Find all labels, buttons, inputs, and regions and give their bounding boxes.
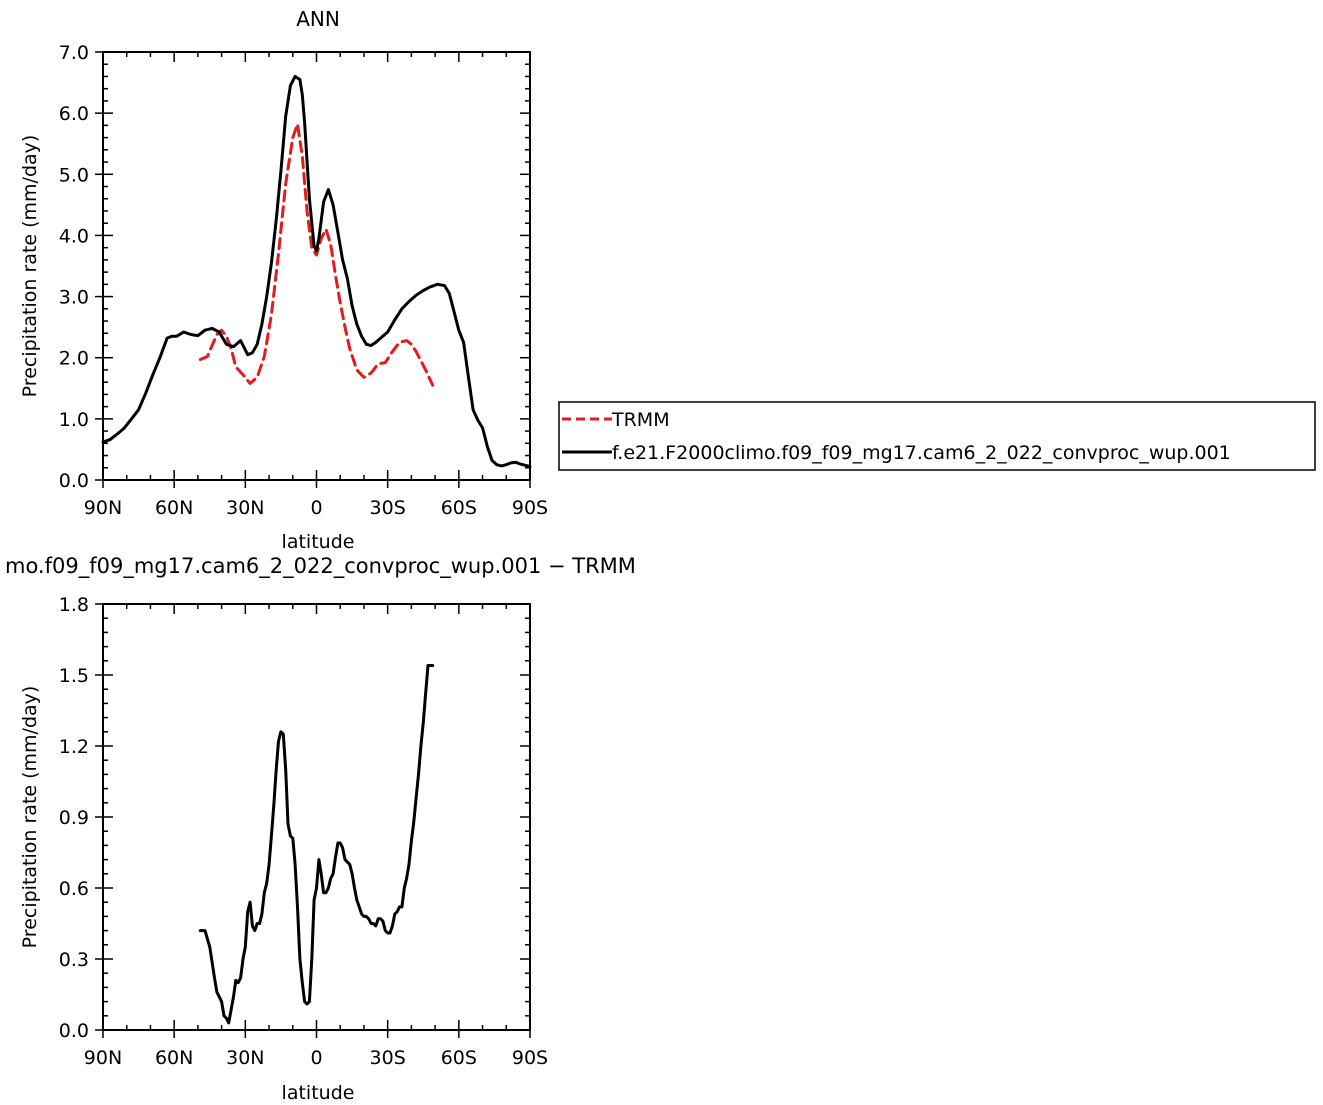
bottom-y-axis-label: Precipitation rate (mm/day) <box>19 686 41 949</box>
bottom-x-tick-label: 0 <box>310 1047 322 1069</box>
bottom-y-tick-label: 1.2 <box>59 736 89 758</box>
chart-title-bottom: mo.f09_f09_mg17.cam6_2_022_convproc_wup.… <box>5 554 636 579</box>
top-y-axis-label: Precipitation rate (mm/day) <box>19 135 41 398</box>
bottom-x-tick-label: 60S <box>441 1047 477 1069</box>
top-series-line-1 <box>101 75 532 468</box>
top-x-tick-label: 0 <box>310 497 322 519</box>
top-plot-frame <box>102 51 531 481</box>
top-y-tick-label: 7.0 <box>59 42 89 64</box>
top-y-tick-label: 2.0 <box>59 348 89 370</box>
bottom-y-tick-label: 0.0 <box>59 1020 89 1042</box>
top-x-tick-label: 60S <box>441 497 477 519</box>
top-series <box>101 75 532 468</box>
bottom-y-tick-label: 0.3 <box>59 949 89 971</box>
top-ticks: 90N 60N 30N 0 30S 60S 90S 0.0 1.0 2.0 3.0 4.0 5.0 6.0… <box>59 42 548 519</box>
bottom-y-tick-label: 1.5 <box>59 665 89 687</box>
top-y-tick-label: 0.0 <box>59 470 89 492</box>
bottom-y-tick-label: 0.9 <box>59 807 89 829</box>
top-x-tick-label: 90N <box>84 497 122 519</box>
bottom-x-tick-label: 90N <box>84 1047 122 1069</box>
top-x-tick-label: 60N <box>155 497 193 519</box>
top-x-tick-label: 90S <box>512 497 548 519</box>
top-x-axis-label: latitude <box>282 531 355 553</box>
bottom-x-tick-label: 60N <box>155 1047 193 1069</box>
bottom-x-tick-label: 30S <box>370 1047 406 1069</box>
bottom-x-axis-label: latitude <box>282 1082 355 1104</box>
top-x-tick-label: 30N <box>226 497 264 519</box>
legend: TRMM f.e21.F2000climo.f09_f09_mg17.cam6_… <box>558 401 1316 471</box>
bottom-x-tick-label: 90S <box>512 1047 548 1069</box>
chart-bottom: mo.f09_f09_mg17.cam6_2_022_convproc_wup.… <box>5 554 636 1104</box>
bottom-series-line-0 <box>198 664 435 1025</box>
top-y-tick-label: 4.0 <box>59 225 89 247</box>
top-y-tick-label: 5.0 <box>59 164 89 186</box>
top-y-tick-label: 6.0 <box>59 103 89 125</box>
legend-label-model: f.e21.F2000climo.f09_f09_mg17.cam6_2_022… <box>612 442 1231 464</box>
bottom-y-tick-label: 0.6 <box>59 878 89 900</box>
top-series-line-0 <box>198 122 435 387</box>
bottom-plot-frame <box>102 603 531 1031</box>
bottom-series <box>198 664 435 1025</box>
chart-title-top: ANN <box>296 7 340 31</box>
chart-top: ANN 90N 60N 30N 0 30S 60S 90S 0.0 1.0 2.0 3.0 4.0 5.… <box>19 7 548 553</box>
top-y-tick-label: 3.0 <box>59 287 89 309</box>
legend-label-trmm: TRMM <box>611 409 670 431</box>
top-x-tick-label: 30S <box>370 497 406 519</box>
legend-box <box>558 401 1316 471</box>
bottom-x-tick-label: 30N <box>226 1047 264 1069</box>
bottom-y-tick-label: 1.8 <box>59 594 89 616</box>
top-y-tick-label: 1.0 <box>59 409 89 431</box>
